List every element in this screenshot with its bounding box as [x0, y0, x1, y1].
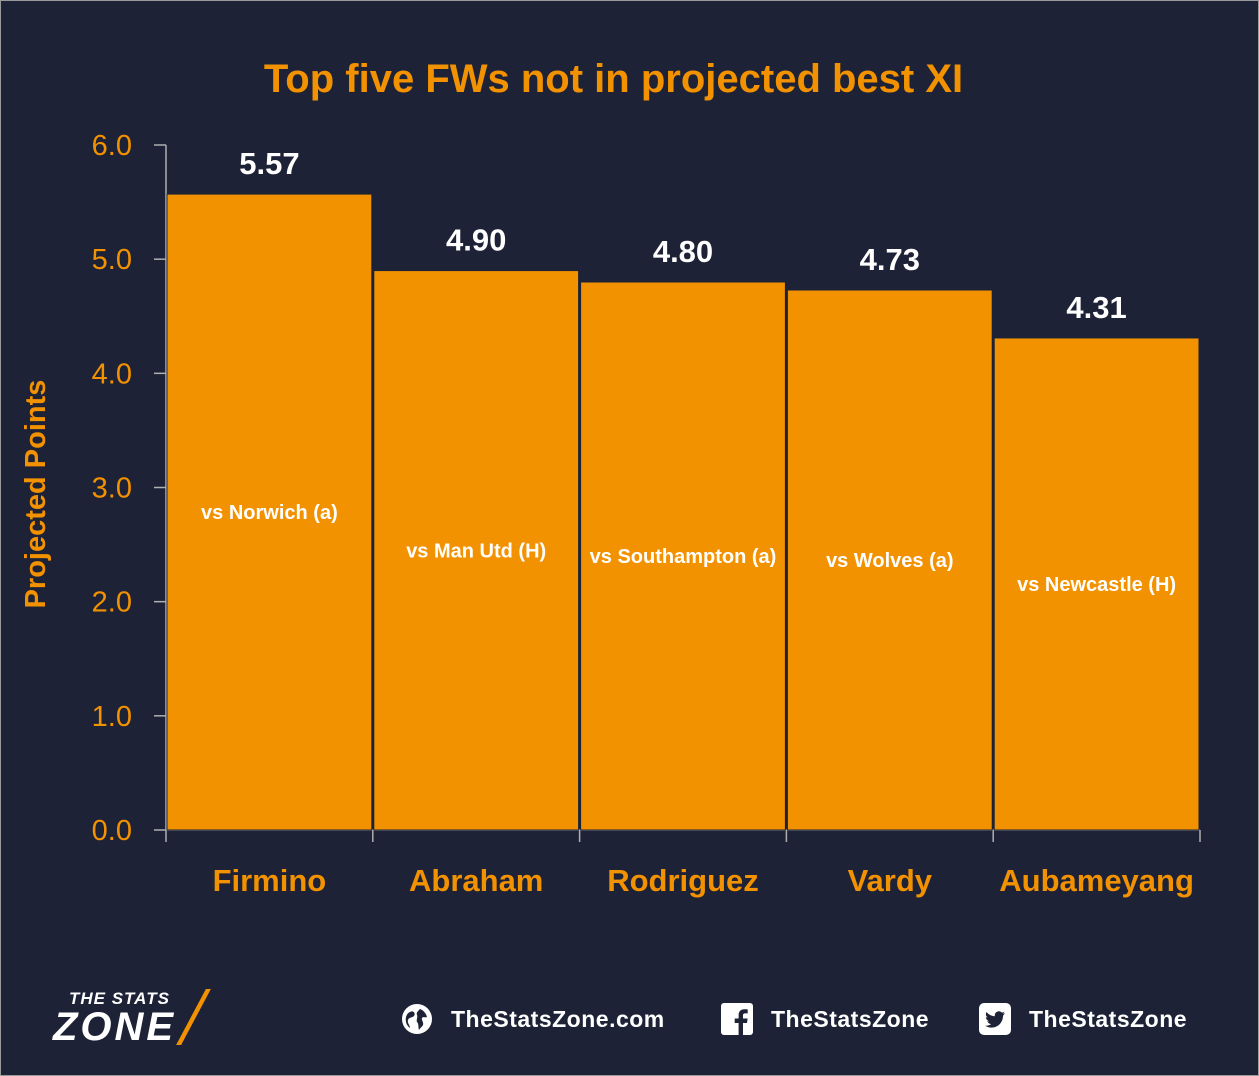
- category-label: Firmino: [213, 863, 327, 898]
- twitter-text: TheStatsZone: [1029, 1005, 1188, 1032]
- logo-slash: [176, 989, 211, 1045]
- fixture-label: vs Southampton (a): [590, 546, 777, 568]
- logo-main-text: ZONE: [53, 1005, 177, 1049]
- facebook-link[interactable]: TheStatsZone: [721, 1003, 929, 1035]
- y-tick-label: 0.0: [92, 815, 132, 847]
- value-label: 4.31: [1066, 290, 1126, 325]
- facebook-icon: [721, 1003, 753, 1035]
- value-label: 4.90: [446, 223, 506, 258]
- bar-abraham: [373, 270, 580, 831]
- y-tick-label: 3.0: [92, 473, 132, 505]
- footer: THE STATS ZONE TheStatsZone.com Th: [1, 981, 1258, 1061]
- y-tick-label: 5.0: [92, 244, 132, 276]
- twitter-icon: [979, 1003, 1011, 1035]
- y-tick-label: 6.0: [92, 130, 132, 162]
- fixture-label: vs Newcastle (H): [1017, 574, 1176, 596]
- fixture-label: vs Man Utd (H): [406, 540, 546, 562]
- stats-zone-logo: THE STATS ZONE: [53, 987, 273, 1051]
- y-tick-label: 1.0: [92, 701, 132, 733]
- bar-vardy: [786, 289, 993, 831]
- website-link[interactable]: TheStatsZone.com: [401, 1003, 665, 1035]
- logo-top-text: THE STATS: [69, 989, 170, 1008]
- globe-icon: [401, 1003, 433, 1035]
- fixture-label: vs Wolves (a): [826, 550, 953, 572]
- category-label: Abraham: [409, 863, 543, 898]
- fixture-label: vs Norwich (a): [201, 502, 338, 524]
- category-label: Vardy: [848, 863, 933, 898]
- label-layer: 5.57 vs Norwich (a) Firmino 4.90 vs Man Utd …: [201, 146, 1194, 898]
- value-label: 4.73: [860, 242, 920, 277]
- bar-aubameyang: [993, 337, 1200, 831]
- bar-layer: [166, 193, 1200, 831]
- bar-chart: 0.0 1.0 2.0 3.0 4.0 5.0 6.0 5.57 vs Norwich (a)…: [20, 130, 1201, 898]
- y-axis-title: Projected Points: [20, 380, 52, 609]
- category-label: Rodriguez: [607, 863, 759, 898]
- twitter-link[interactable]: TheStatsZone: [979, 1003, 1187, 1035]
- website-text: TheStatsZone.com: [451, 1005, 665, 1032]
- bar-rodriguez: [580, 281, 786, 831]
- y-tick-label: 2.0: [92, 587, 132, 619]
- category-label: Aubameyang: [999, 863, 1194, 898]
- facebook-text: TheStatsZone: [771, 1005, 930, 1032]
- chart-title: Top five FWs not in projected best XI: [263, 57, 964, 101]
- value-label: 4.80: [653, 234, 713, 269]
- value-label: 5.57: [239, 146, 299, 181]
- y-tick-label: 4.0: [92, 358, 132, 390]
- bar-firmino: [166, 193, 373, 831]
